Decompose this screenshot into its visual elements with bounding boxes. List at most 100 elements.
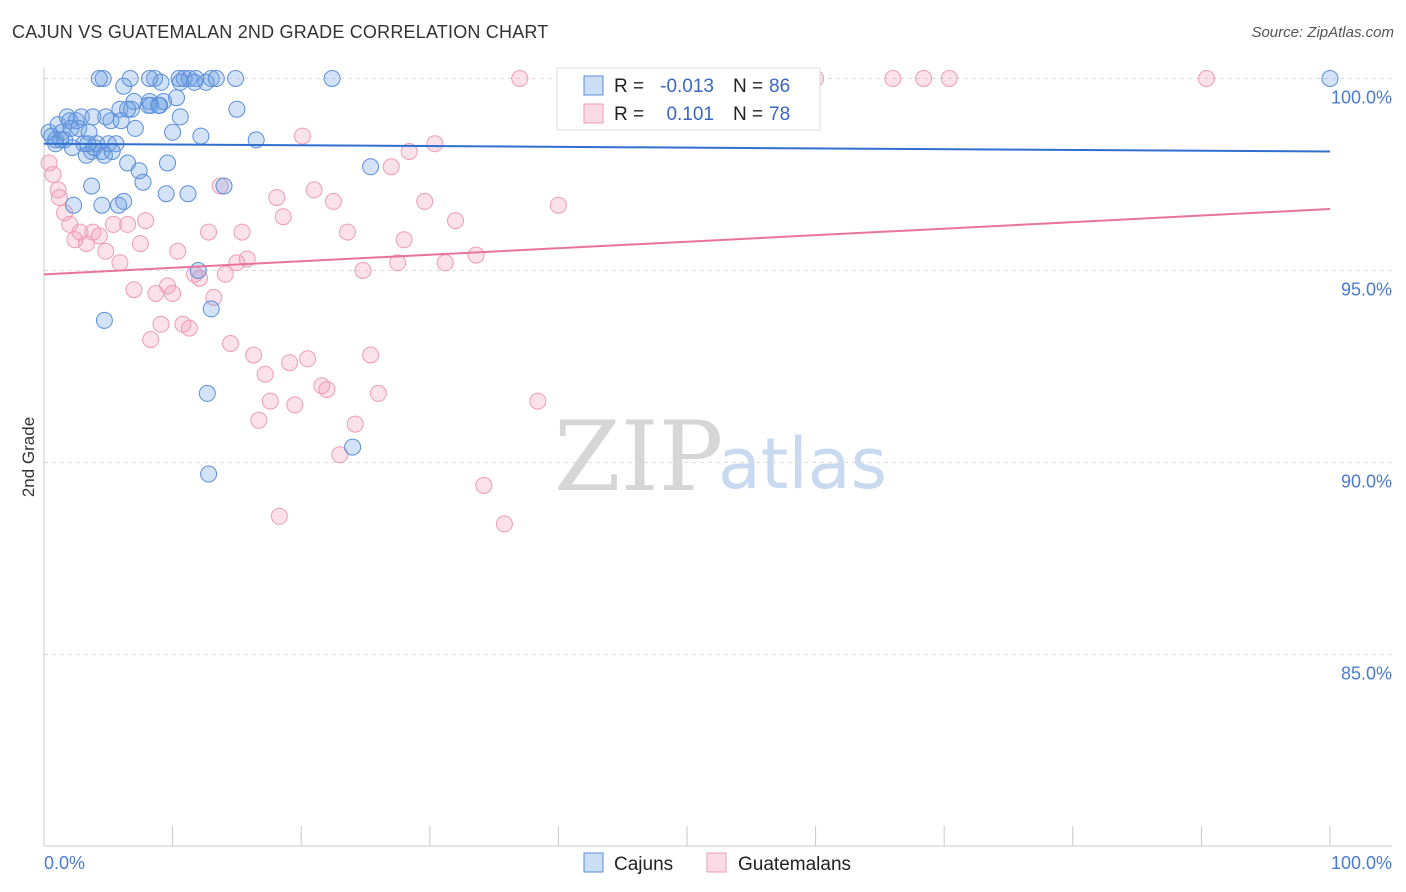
guatemalans-point: [90, 227, 108, 245]
y-tick-label-2: 95.0%: [1341, 280, 1392, 300]
guatemalans-point: [180, 319, 198, 337]
guatemalans-point: [389, 254, 407, 272]
guatemalans-point: [382, 158, 400, 176]
cajuns-point: [168, 89, 185, 107]
guatemalans-point: [125, 281, 143, 299]
cajuns-point: [94, 70, 112, 87]
cajuns-point: [72, 108, 90, 126]
guatemalans-trend-line: [43, 208, 1331, 276]
cajuns-point: [84, 108, 102, 126]
cajuns-point: [134, 173, 152, 191]
cajuns-point: [186, 73, 203, 91]
guatemalans-point: [50, 189, 68, 206]
watermark-atlas: atlas: [718, 423, 887, 505]
guatemalans-point: [216, 265, 234, 283]
legend-r-label-guatemalans: R =: [614, 104, 644, 125]
guatemalans-point: [233, 223, 251, 241]
cajuns-point: [119, 100, 137, 118]
bottom-legend-label-cajuns: Cajuns: [614, 854, 673, 875]
guatemalans-point: [222, 335, 239, 352]
source-label: Source: ZipAtlas.com: [1251, 24, 1394, 41]
guatemalans-point: [281, 354, 299, 372]
y-tick-label-1: 90.0%: [1341, 472, 1392, 492]
cajuns-point: [90, 70, 108, 87]
cajuns-trend-line: [43, 142, 1331, 153]
bottom-legend-swatch-cajuns: [583, 852, 604, 873]
cajuns-point: [159, 154, 176, 172]
cajuns-point: [202, 300, 220, 318]
cajuns-point: [65, 196, 83, 214]
cajuns-point: [362, 158, 380, 176]
cajuns-point: [93, 196, 111, 214]
cajuns-point: [179, 185, 197, 203]
legend-n-value-cajuns: 86: [769, 76, 790, 97]
cajuns-point: [247, 131, 265, 149]
y-tick-labels: 85.0% 90.0% 95.0% 100.0%: [1331, 88, 1392, 684]
cajuns-point: [198, 384, 216, 402]
guatemalans-point: [97, 242, 115, 260]
cajuns-point: [323, 70, 341, 87]
guatemalans-point: [324, 192, 342, 210]
cajuns-point: [228, 100, 246, 118]
x-tick-label-min: 0.0%: [44, 853, 85, 873]
guatemalans-point: [447, 212, 464, 230]
guatemalans-point: [131, 235, 149, 253]
guatemalans-point: [286, 396, 304, 414]
guatemalans-point: [915, 70, 933, 87]
guatemalans-point: [299, 350, 317, 368]
cajuns-point: [171, 73, 189, 91]
guatemalans-point: [228, 254, 246, 272]
bottom-legend: Cajuns Guatemalans: [583, 852, 851, 875]
guatemalans-point: [294, 127, 311, 145]
cajuns-point: [227, 70, 245, 87]
cajuns-point: [152, 73, 170, 91]
guatemalans-point: [261, 392, 279, 410]
legend-r-label-cajuns: R =: [614, 76, 644, 97]
bottom-legend-label-guatemalans: Guatemalans: [738, 854, 851, 875]
guatemalans-point: [305, 181, 323, 199]
guatemalans-point: [511, 70, 529, 87]
cajuns-point: [151, 96, 169, 114]
guatemalans-point: [346, 415, 364, 433]
bottom-legend-swatch-guatemalans: [706, 852, 727, 873]
guatemalans-point: [426, 135, 444, 153]
y-axis-title: 2nd Grade: [19, 417, 38, 497]
guatemalans-point: [270, 507, 288, 525]
legend-n-value-guatemalans: 78: [769, 104, 790, 125]
cajuns-point: [62, 119, 80, 137]
legend: R = -0.013 N = 86 R = 0.101 N = 78: [556, 67, 821, 131]
legend-box: [556, 67, 821, 131]
guatemalans-point: [354, 262, 372, 279]
guatemalans-point: [495, 515, 513, 533]
guatemalans-point: [369, 384, 387, 402]
guatemalans-point: [395, 231, 413, 249]
legend-n-label-cajuns: N =: [733, 76, 763, 97]
cajuns-point: [189, 262, 207, 279]
guatemalans-point: [137, 212, 155, 230]
guatemalans-point: [467, 246, 485, 264]
guatemalans-point: [331, 446, 349, 464]
y-tick-label-0: 85.0%: [1341, 664, 1392, 684]
cajuns-point: [115, 192, 133, 210]
guatemalans-point: [318, 381, 336, 398]
cajuns-point: [121, 70, 139, 87]
guatemalans-point: [940, 70, 958, 87]
cajuns-point: [142, 96, 160, 114]
guatemalans-point: [362, 346, 380, 364]
guatemalans-point: [211, 177, 229, 195]
cajuns-point: [344, 438, 362, 456]
cajuns-point: [126, 119, 144, 137]
cajuns-point: [200, 465, 218, 483]
guatemalans-point: [142, 331, 160, 349]
guatemalans-point: [416, 192, 434, 210]
guatemalans-point: [884, 70, 902, 87]
guatemalans-point: [475, 477, 493, 494]
guatemalans-point: [245, 346, 263, 364]
cajuns-point: [95, 311, 113, 329]
cajuns-point: [103, 143, 121, 160]
watermark-zip: ZIP: [554, 401, 723, 513]
guatemalans-point: [44, 166, 62, 183]
cajuns-point: [202, 70, 220, 87]
guatemalans-point: [529, 392, 547, 410]
